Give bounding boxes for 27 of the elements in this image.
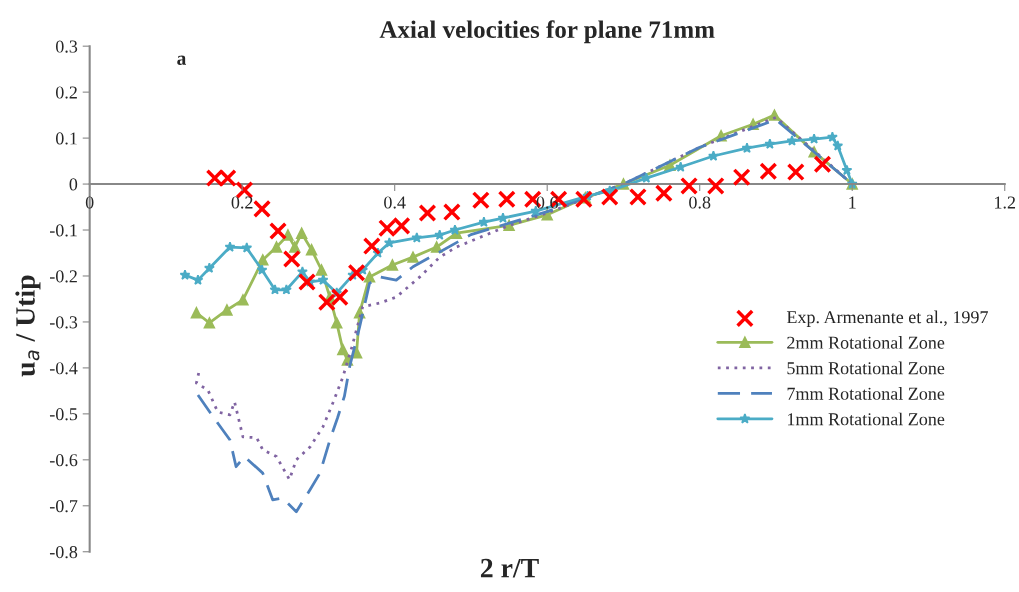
y-tick-label: -0.8 (49, 546, 78, 559)
legend-label: 2mm Rotational Zone (787, 336, 945, 349)
y-tick-label: 0 (69, 178, 78, 191)
legend-label: 7mm Rotational Zone (787, 387, 945, 400)
x-tick-label: 0.8 (689, 196, 711, 209)
x-axis-title: 2 r/T (480, 558, 539, 578)
y-tick-label: -0.5 (49, 408, 78, 421)
y-tick-label: -0.1 (49, 224, 77, 237)
chart-title: Axial velocities for plane 71mm (379, 20, 715, 44)
legend-label: 5mm Rotational Zone (787, 361, 945, 375)
y-tick-label: -0.7 (49, 500, 78, 513)
y-tick-label: 0.3 (55, 40, 78, 53)
legend-label: Exp. Armenante et al., 1997 (786, 310, 988, 327)
x-tick-label: 0.2 (231, 196, 253, 209)
y-axis-title: u$_{a}$ / Utip (15, 275, 41, 377)
y-tick-label: 0.1 (55, 132, 77, 145)
y-tick-label: -0.3 (49, 316, 78, 329)
y-tick-label: -0.2 (49, 270, 77, 283)
y-tick-label: -0.6 (49, 454, 78, 467)
x-tick-label: 1 (849, 196, 856, 209)
y-tick-label: 0.2 (55, 86, 77, 99)
x-tick-label: 1.2 (995, 196, 1016, 209)
annotation: a (177, 55, 187, 65)
x-tick-label: 0 (85, 196, 94, 209)
y-tick-label: -0.4 (49, 362, 78, 375)
x-tick-label: 0.4 (384, 196, 406, 209)
legend-label: 1mm Rotational Zone (788, 412, 945, 426)
